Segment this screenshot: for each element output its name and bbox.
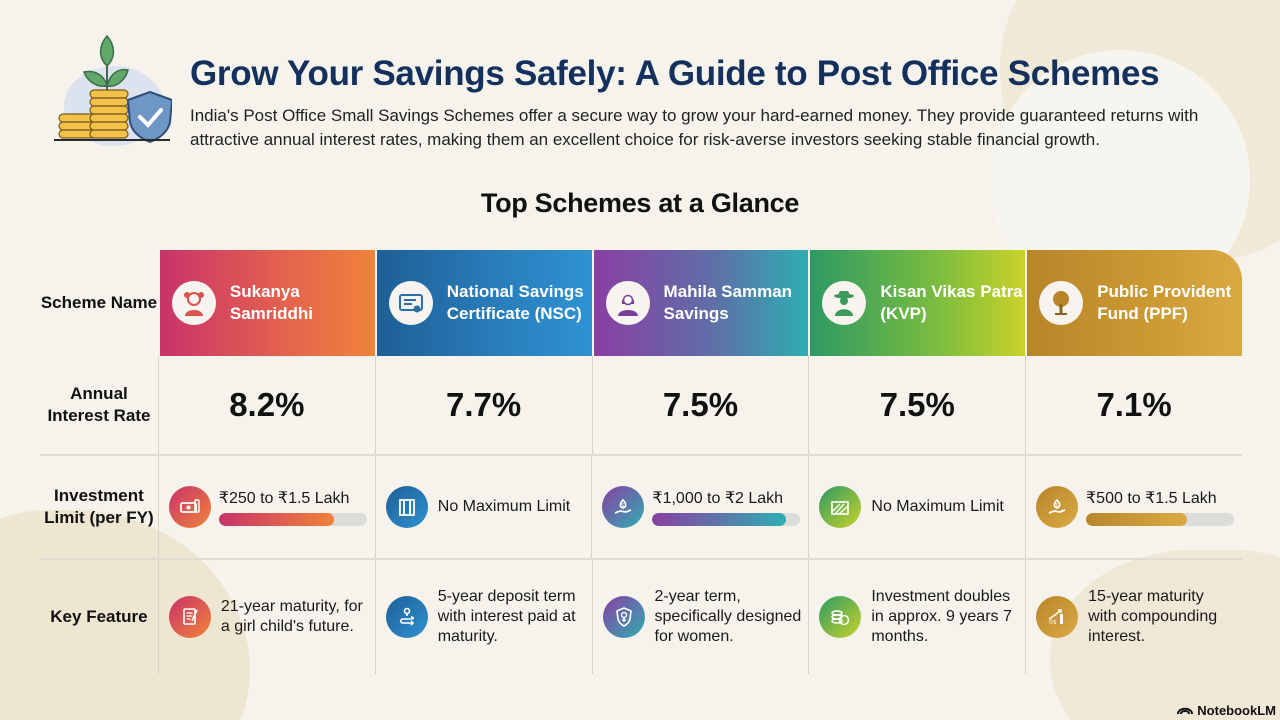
limit-cell: No Maximum Limit — [374, 456, 592, 558]
rate-cell: 7.5% — [591, 356, 809, 454]
rate-cell: 7.5% — [808, 356, 1025, 454]
feature-text: 2-year term, specifically designed for w… — [654, 588, 802, 645]
tree-icon — [1039, 281, 1084, 325]
feature-cell: 0$ 15-year maturity with compounding int… — [1025, 560, 1242, 674]
scheme-header-sukanya: Sukanya Samriddhi — [157, 250, 375, 356]
feature-text: 5-year deposit term with interest paid a… — [437, 588, 576, 645]
certificate-icon — [388, 281, 433, 325]
scheme-name: Kisan Vikas Patra (KVP) — [880, 282, 1023, 323]
scheme-name: Sukanya Samriddhi — [229, 282, 314, 323]
limit-text: ₹500 to ₹1.5 Lakh — [1086, 490, 1217, 507]
limit-cell: ₹250 to ₹1.5 Lakh — [157, 456, 375, 558]
scheme-name: Mahila Samman Savings — [663, 282, 793, 323]
row-label-investment-limit: Investment Limit (per FY) — [44, 486, 154, 527]
scheme-name-row: Scheme Name Sukanya Samriddhi National S… — [40, 250, 1243, 356]
limit-cell: $ ₹1,000 to ₹2 Lakh — [591, 456, 808, 558]
open-door-icon — [385, 486, 428, 528]
field-icon — [819, 486, 862, 528]
limit-text: No Maximum Limit — [437, 498, 571, 515]
limit-bar — [218, 513, 367, 526]
interest-rate-row: Annual Interest Rate 8.2% 7.7% 7.5% 7.5%… — [40, 356, 1242, 456]
rate-cell: 7.7% — [374, 356, 592, 454]
coins-icon — [819, 596, 862, 638]
limit-bar — [1086, 513, 1234, 526]
feature-text: 15-year maturity with compounding intere… — [1088, 588, 1218, 645]
scheme-header-mahila: Mahila Samman Savings — [591, 250, 809, 356]
header-text: Grow Your Savings Safely: A Guide to Pos… — [190, 54, 1240, 152]
section-title: Top Schemes at a Glance — [480, 188, 800, 218]
limit-cell: $ ₹500 to ₹1.5 Lakh — [1025, 456, 1242, 558]
limit-bar — [652, 513, 801, 526]
svg-text:$: $ — [1055, 503, 1058, 509]
notebooklm-logo-icon — [1177, 703, 1194, 718]
interest-rate-value: 8.2% — [229, 386, 305, 423]
feature-cell: 21-year maturity, for a girl child's fut… — [157, 560, 375, 674]
growth-chart-icon: 0$ — [1036, 596, 1079, 638]
cash-icon — [168, 486, 211, 528]
rate-cell: 7.1% — [1025, 356, 1242, 454]
scheme-name: National Savings Certificate (NSC) — [446, 282, 584, 323]
scroll-pen-icon — [168, 596, 211, 638]
limit-text: ₹1,000 to ₹2 Lakh — [652, 490, 784, 507]
svg-text:$: $ — [622, 503, 625, 509]
row-label-scheme-name: Scheme Name — [40, 293, 158, 312]
row-label-key-feature: Key Feature — [50, 607, 148, 626]
female-shield-icon — [602, 596, 645, 638]
girl-icon — [171, 281, 216, 325]
scheme-header-ppf: Public Provident Fund (PPF) — [1025, 250, 1243, 356]
route-pin-icon — [385, 596, 428, 638]
schemes-comparison-table: Scheme Name Sukanya Samriddhi National S… — [40, 250, 1243, 674]
page-title: Grow Your Savings Safely: A Guide to Pos… — [190, 54, 1160, 93]
scheme-header-nsc: National Savings Certificate (NSC) — [374, 250, 592, 356]
interest-rate-value: 7.5% — [879, 386, 955, 423]
investment-limit-row: Investment Limit (per FY) ₹250 to ₹1.5 L… — [40, 456, 1242, 560]
money-bag-hand-icon: $ — [1036, 486, 1078, 528]
watermark-label: NotebookLM — [1197, 703, 1276, 718]
key-feature-row: Key Feature 21-year maturity, for a girl… — [40, 560, 1242, 674]
interest-rate-value: 7.5% — [662, 386, 739, 423]
scheme-name: Public Provident Fund (PPF) — [1097, 282, 1232, 323]
feature-text: Investment doubles in approx. 9 years 7 … — [871, 588, 1012, 645]
interest-rate-value: 7.7% — [446, 386, 522, 423]
feature-cell: 5-year deposit term with interest paid a… — [374, 560, 592, 674]
row-label-interest-rate: Annual Interest Rate — [47, 384, 151, 425]
page-subtitle: India's Post Office Small Savings Scheme… — [190, 106, 1199, 149]
farmer-icon — [822, 281, 867, 325]
limit-text: No Maximum Limit — [871, 498, 1004, 515]
limit-cell: No Maximum Limit — [808, 456, 1025, 558]
notebooklm-watermark: NotebookLM — [1177, 703, 1276, 718]
woman-icon — [605, 281, 650, 325]
interest-rate-value: 7.1% — [1096, 386, 1172, 423]
scheme-header-kvp: Kisan Vikas Patra (KVP) — [808, 250, 1026, 356]
money-bag-hand-icon: $ — [602, 486, 645, 528]
rate-cell: 8.2% — [157, 356, 375, 454]
page-header — [52, 26, 174, 152]
limit-text: ₹250 to ₹1.5 Lakh — [218, 490, 350, 507]
plant-coins-shield-icon — [52, 26, 174, 152]
feature-cell: 2-year term, specifically designed for w… — [591, 560, 809, 674]
feature-text: 21-year maturity, for a girl child's fut… — [220, 598, 363, 635]
svg-text:0$: 0$ — [1049, 619, 1057, 626]
feature-cell: Investment doubles in approx. 9 years 7 … — [808, 560, 1025, 674]
